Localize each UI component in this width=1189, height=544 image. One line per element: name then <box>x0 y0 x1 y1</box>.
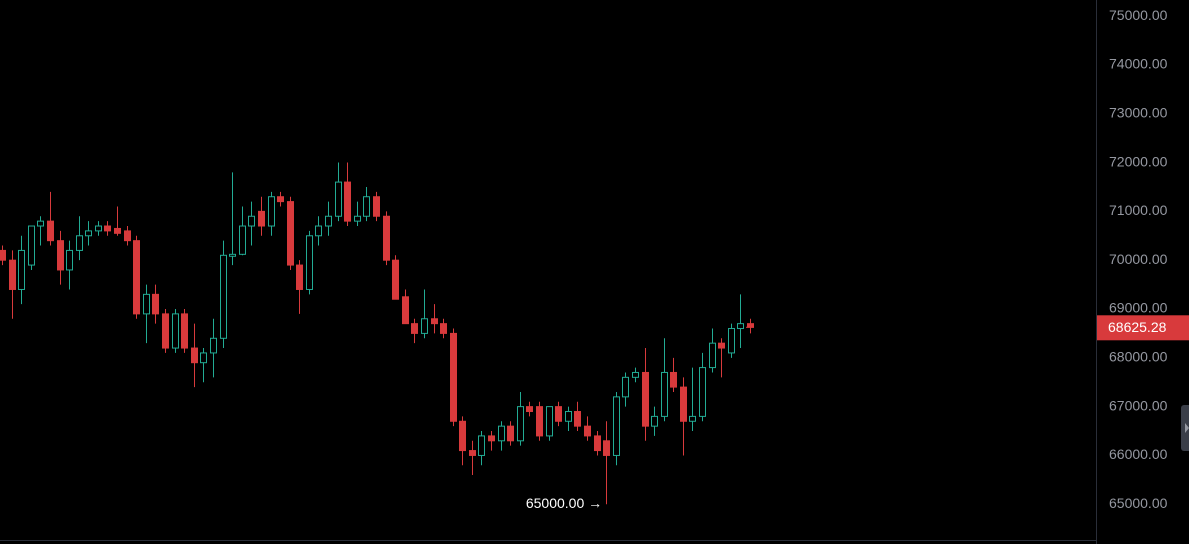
candle-body <box>57 240 64 271</box>
y-tick-label: 67000.00 <box>1109 397 1168 413</box>
candle-body <box>181 313 188 349</box>
candle-body <box>584 425 591 437</box>
candle-body <box>66 249 73 271</box>
candle-body <box>220 254 227 339</box>
y-tick-label: 69000.00 <box>1109 300 1168 316</box>
candle-body <box>229 253 236 257</box>
candle-body <box>18 249 25 290</box>
candle-body <box>95 225 102 232</box>
y-tick-label: 70000.00 <box>1109 251 1168 267</box>
candle-body <box>76 235 83 251</box>
candle-body <box>248 215 255 227</box>
candle-body <box>546 406 553 437</box>
y-tick-label: 72000.00 <box>1109 153 1168 169</box>
last-price-label: 68625.28 <box>1108 319 1167 335</box>
candle-body <box>632 371 639 378</box>
candle-body <box>440 323 447 334</box>
candle-body <box>536 406 543 437</box>
candle-body <box>143 293 150 315</box>
candle-body <box>392 259 399 300</box>
candle-body <box>642 371 649 427</box>
candle-body <box>488 435 495 442</box>
candle-body <box>459 420 466 452</box>
candle-body <box>344 181 351 222</box>
candle-body <box>325 215 332 227</box>
candle-body <box>383 215 390 261</box>
candle-body <box>565 411 572 422</box>
candle-body <box>363 196 370 217</box>
candle-body <box>124 230 131 242</box>
candle-body <box>373 196 380 217</box>
candle-body <box>306 235 313 290</box>
candle-body <box>296 264 303 290</box>
candle-body <box>498 425 505 442</box>
y-tick-label: 75000.00 <box>1109 7 1168 23</box>
y-tick-label: 74000.00 <box>1109 56 1168 72</box>
candle-body <box>287 201 294 266</box>
candle-body <box>28 225 35 266</box>
candle-body <box>258 210 265 227</box>
candle-body <box>277 196 284 203</box>
candle-body <box>191 347 198 364</box>
candle-body <box>478 435 485 456</box>
candle-body <box>651 415 658 427</box>
y-tick-label: 66000.00 <box>1109 446 1168 462</box>
candle-body <box>162 313 169 349</box>
candle-body <box>737 323 744 330</box>
candle-body <box>402 296 409 325</box>
candle-body <box>37 220 44 227</box>
candle-body <box>613 396 620 456</box>
candle-body <box>622 376 629 398</box>
last-price-box <box>1097 315 1189 341</box>
candle-body <box>114 227 121 234</box>
candle-body <box>517 406 524 442</box>
candle-body <box>421 318 428 334</box>
candle-body <box>680 386 687 422</box>
candle-body <box>574 411 581 427</box>
candle-body <box>315 225 322 237</box>
y-tick-label: 71000.00 <box>1109 202 1168 218</box>
candle-body <box>661 371 668 417</box>
candle-body <box>507 425 514 442</box>
candle-body <box>469 450 476 456</box>
candle-body <box>152 293 159 315</box>
candle-body <box>354 215 361 222</box>
candle-body <box>335 181 342 217</box>
candle-body <box>699 367 706 417</box>
candle-body <box>450 332 457 422</box>
candle-body <box>210 337 217 354</box>
y-tick-label: 73000.00 <box>1109 104 1168 120</box>
candle-body <box>172 313 179 349</box>
candle-body <box>555 406 562 422</box>
candle-body <box>747 323 754 328</box>
candle-body <box>47 220 54 242</box>
candle-body <box>268 196 275 227</box>
candle-body <box>9 259 16 290</box>
y-tick-label: 65000.00 <box>1109 495 1168 511</box>
candle-body <box>85 230 92 237</box>
candle-body <box>594 435 601 452</box>
candle-body <box>728 328 735 354</box>
scroll-arrow <box>1185 423 1189 433</box>
candle-body <box>239 225 246 255</box>
candle-body <box>104 225 111 232</box>
candle-body <box>200 352 207 364</box>
candle-body <box>431 318 438 325</box>
candle-body <box>689 415 696 422</box>
low-annotation: 65000.00 → <box>526 495 602 511</box>
candle-body <box>133 240 140 315</box>
candle-body <box>411 323 418 334</box>
candle-body <box>0 249 6 261</box>
candle-body <box>670 371 677 388</box>
candle-body <box>526 406 533 413</box>
candle-body <box>709 342 716 369</box>
candle-body <box>603 440 610 456</box>
y-tick-label: 68000.00 <box>1109 349 1168 365</box>
candle-body <box>718 342 725 349</box>
